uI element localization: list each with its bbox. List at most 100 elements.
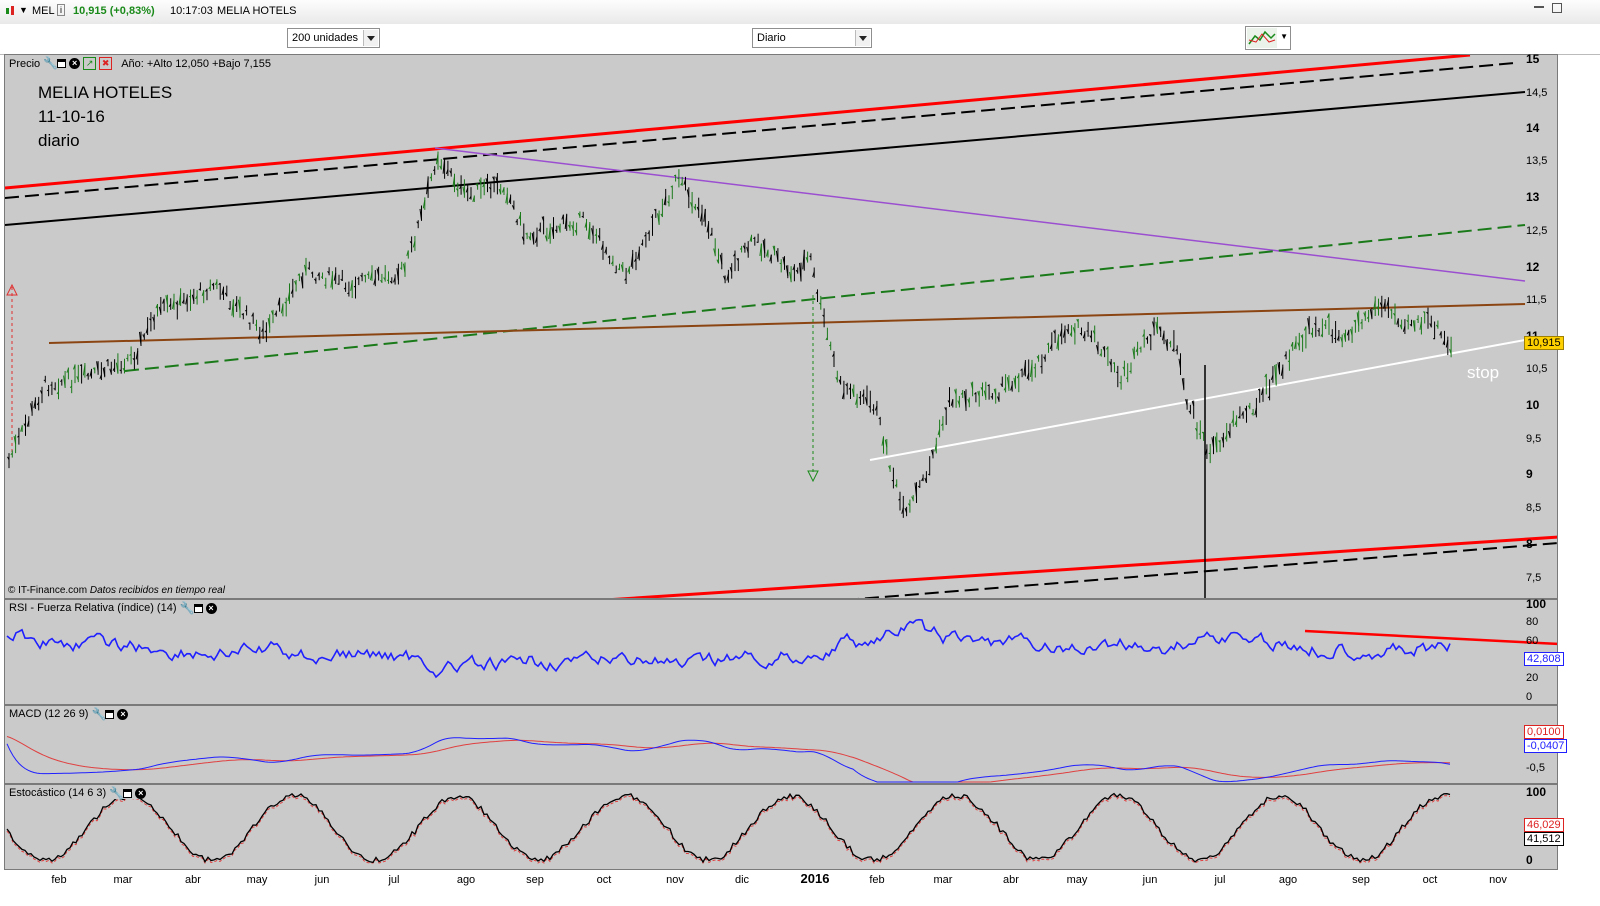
maximize-icon[interactable] <box>1552 3 1562 13</box>
close-icon[interactable]: × <box>117 708 129 720</box>
close-icon[interactable]: × <box>69 58 81 69</box>
price-tick <box>660 213 663 217</box>
price-tick <box>492 176 495 180</box>
price-tick <box>1393 312 1396 317</box>
price-tick <box>898 498 901 501</box>
stochastic-d-line <box>6 794 1451 864</box>
annotation-line: diario <box>38 131 80 150</box>
price-tick <box>1303 326 1307 331</box>
price-tick <box>63 375 66 388</box>
price-tick <box>498 188 502 195</box>
dropdown-arrow-icon[interactable]: ▼ <box>19 5 28 15</box>
price-tick <box>297 273 300 276</box>
export-icon[interactable]: ↗ <box>83 57 97 70</box>
price-tick <box>769 254 772 262</box>
price-tick <box>106 359 109 362</box>
chevron-down-icon[interactable] <box>855 30 870 46</box>
price-tick <box>1069 331 1073 336</box>
price-tick <box>1013 377 1016 388</box>
price-tick <box>614 271 617 274</box>
close-icon[interactable]: × <box>135 787 147 799</box>
chart-type-icon[interactable] <box>5 5 17 17</box>
stochastic-panel[interactable]: Estocástico (14 6 3) 🔧 × <box>4 784 1558 870</box>
price-tick <box>1399 324 1403 329</box>
period-select[interactable]: Diario <box>752 28 872 48</box>
rsi-chart[interactable] <box>5 600 1558 705</box>
purple-trend-line <box>434 147 1526 282</box>
price-tick <box>696 206 700 211</box>
wrench-icon[interactable]: 🔧 <box>109 785 125 800</box>
minimize-icon[interactable] <box>1534 6 1544 8</box>
indicator-button[interactable]: ▼ <box>1245 26 1291 50</box>
price-tick <box>782 256 785 266</box>
price-tick <box>1224 435 1228 440</box>
price-tick <box>1290 342 1294 347</box>
price-tick <box>607 255 610 258</box>
price-tick <box>1072 327 1076 334</box>
price-tick <box>366 273 370 276</box>
price-tick <box>604 248 607 254</box>
price-tick <box>591 228 594 237</box>
price-tick <box>640 242 643 245</box>
window-icon[interactable] <box>105 709 115 719</box>
price-tick <box>630 253 634 267</box>
price-tick <box>997 396 1000 402</box>
stochastic-chart[interactable] <box>5 785 1558 870</box>
macd-panel[interactable]: MACD (12 26 9) 🔧 × <box>4 705 1558 784</box>
wrench-icon[interactable]: 🔧 <box>43 56 59 70</box>
price-tick <box>419 208 422 221</box>
price-axis-label: 10 <box>1526 398 1540 412</box>
price-tick <box>469 196 472 200</box>
stoch-axis-label: 0 <box>1526 853 1533 867</box>
price-tick <box>805 256 809 262</box>
price-tick <box>822 314 825 317</box>
price-tick <box>1082 333 1086 339</box>
chevron-down-icon[interactable] <box>363 30 378 46</box>
wrench-icon[interactable]: 🔧 <box>179 600 195 615</box>
price-axis-label: 11,5 <box>1526 294 1547 306</box>
price-tick <box>1350 328 1353 336</box>
price-tick <box>1320 333 1323 337</box>
rsi-panel[interactable]: RSI - Fuerza Relativa (índice) (14) 🔧 × <box>4 599 1558 705</box>
price-tick <box>1267 395 1270 399</box>
price-tick <box>1429 323 1432 328</box>
price-tick <box>432 169 435 171</box>
price-tick <box>1280 367 1284 376</box>
price-tick <box>957 400 960 406</box>
window-icon[interactable] <box>193 603 203 613</box>
price-chart[interactable] <box>5 55 1558 599</box>
price-tick <box>1247 405 1251 409</box>
close-icon[interactable]: × <box>205 602 217 614</box>
price-tick <box>1033 367 1036 369</box>
price-tick <box>709 232 713 236</box>
price-chart-panel[interactable]: Precio 🔧 × ↗ ✖ Año: +Alto 12,050 +Bajo 7… <box>4 54 1558 599</box>
green-dashed-line <box>124 224 1526 372</box>
price-tick <box>102 367 106 377</box>
units-select[interactable]: 200 unidades <box>287 28 380 48</box>
price-tick <box>353 285 356 288</box>
price-tick <box>1148 333 1152 337</box>
red-lower-line <box>612 535 1557 598</box>
price-tick <box>663 196 667 206</box>
price-tick <box>455 188 459 191</box>
price-tick <box>1270 375 1274 380</box>
price-tick <box>792 265 795 271</box>
macd-chart[interactable] <box>5 706 1558 784</box>
wrench-icon[interactable]: 🔧 <box>91 706 107 721</box>
price-tick <box>274 312 277 316</box>
window-icon[interactable] <box>123 788 133 798</box>
month-label: jun <box>314 874 330 886</box>
price-tick <box>1092 330 1096 335</box>
price-tick <box>343 287 346 290</box>
price-tick <box>1376 306 1379 311</box>
month-label: ago <box>1278 874 1298 886</box>
price-tick <box>515 220 518 223</box>
window-icon[interactable] <box>57 59 67 68</box>
macd-line-tag: -0,0407 <box>1524 739 1568 753</box>
price-tick <box>264 330 267 333</box>
price-tick <box>347 292 350 295</box>
info-icon[interactable]: i <box>57 4 65 16</box>
delete-icon[interactable]: ✖ <box>99 57 113 70</box>
price-tick <box>1327 313 1330 318</box>
price-tick <box>904 508 908 513</box>
